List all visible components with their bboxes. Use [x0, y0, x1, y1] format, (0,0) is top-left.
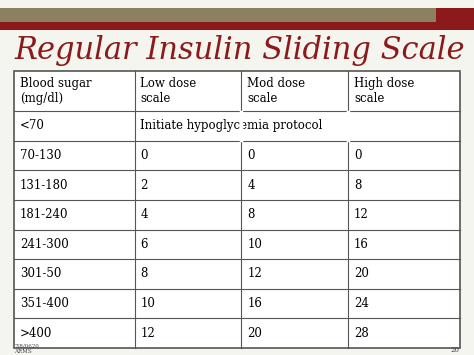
Text: 28: 28 — [354, 327, 369, 340]
Text: 16: 16 — [247, 297, 262, 310]
Text: High dose
scale: High dose scale — [354, 77, 414, 105]
Text: Mod dose
scale: Mod dose scale — [247, 77, 305, 105]
Bar — [0, 8, 436, 23]
Text: 20: 20 — [451, 346, 460, 354]
Text: Initiate hypoglycemia protocol: Initiate hypoglycemia protocol — [140, 119, 323, 132]
Text: 8: 8 — [354, 179, 362, 192]
Text: 131-180: 131-180 — [20, 179, 68, 192]
Text: 7/8/0620
ARMS: 7/8/0620 ARMS — [14, 343, 39, 354]
Text: 12: 12 — [354, 208, 369, 221]
Text: 4: 4 — [140, 208, 148, 221]
Text: 8: 8 — [247, 208, 255, 221]
Text: 0: 0 — [247, 149, 255, 162]
Text: 12: 12 — [247, 267, 262, 280]
Text: 301-50: 301-50 — [20, 267, 61, 280]
Text: 181-240: 181-240 — [20, 208, 68, 221]
Text: <70: <70 — [20, 119, 45, 132]
Text: 0: 0 — [354, 149, 362, 162]
Text: 24: 24 — [354, 297, 369, 310]
Text: 12: 12 — [140, 327, 155, 340]
Bar — [0, 22, 474, 30]
Text: 0: 0 — [140, 149, 148, 162]
Text: 351-400: 351-400 — [20, 297, 69, 310]
Text: >400: >400 — [20, 327, 52, 340]
Text: 70-130: 70-130 — [20, 149, 61, 162]
Text: 6: 6 — [140, 238, 148, 251]
Text: Low dose
scale: Low dose scale — [140, 77, 196, 105]
Text: 20: 20 — [354, 267, 369, 280]
Text: 2: 2 — [140, 179, 147, 192]
Text: 4: 4 — [247, 179, 255, 192]
Text: 8: 8 — [140, 267, 147, 280]
Text: Regular Insulin Sliding Scale: Regular Insulin Sliding Scale — [14, 35, 465, 66]
Text: 10: 10 — [140, 297, 155, 310]
Text: 16: 16 — [354, 238, 369, 251]
Text: Blood sugar
(mg/dl): Blood sugar (mg/dl) — [20, 77, 91, 105]
Text: 10: 10 — [247, 238, 262, 251]
Text: 20: 20 — [247, 327, 262, 340]
Bar — [14, 71, 460, 348]
Text: 241-300: 241-300 — [20, 238, 69, 251]
Bar — [436, 8, 474, 23]
